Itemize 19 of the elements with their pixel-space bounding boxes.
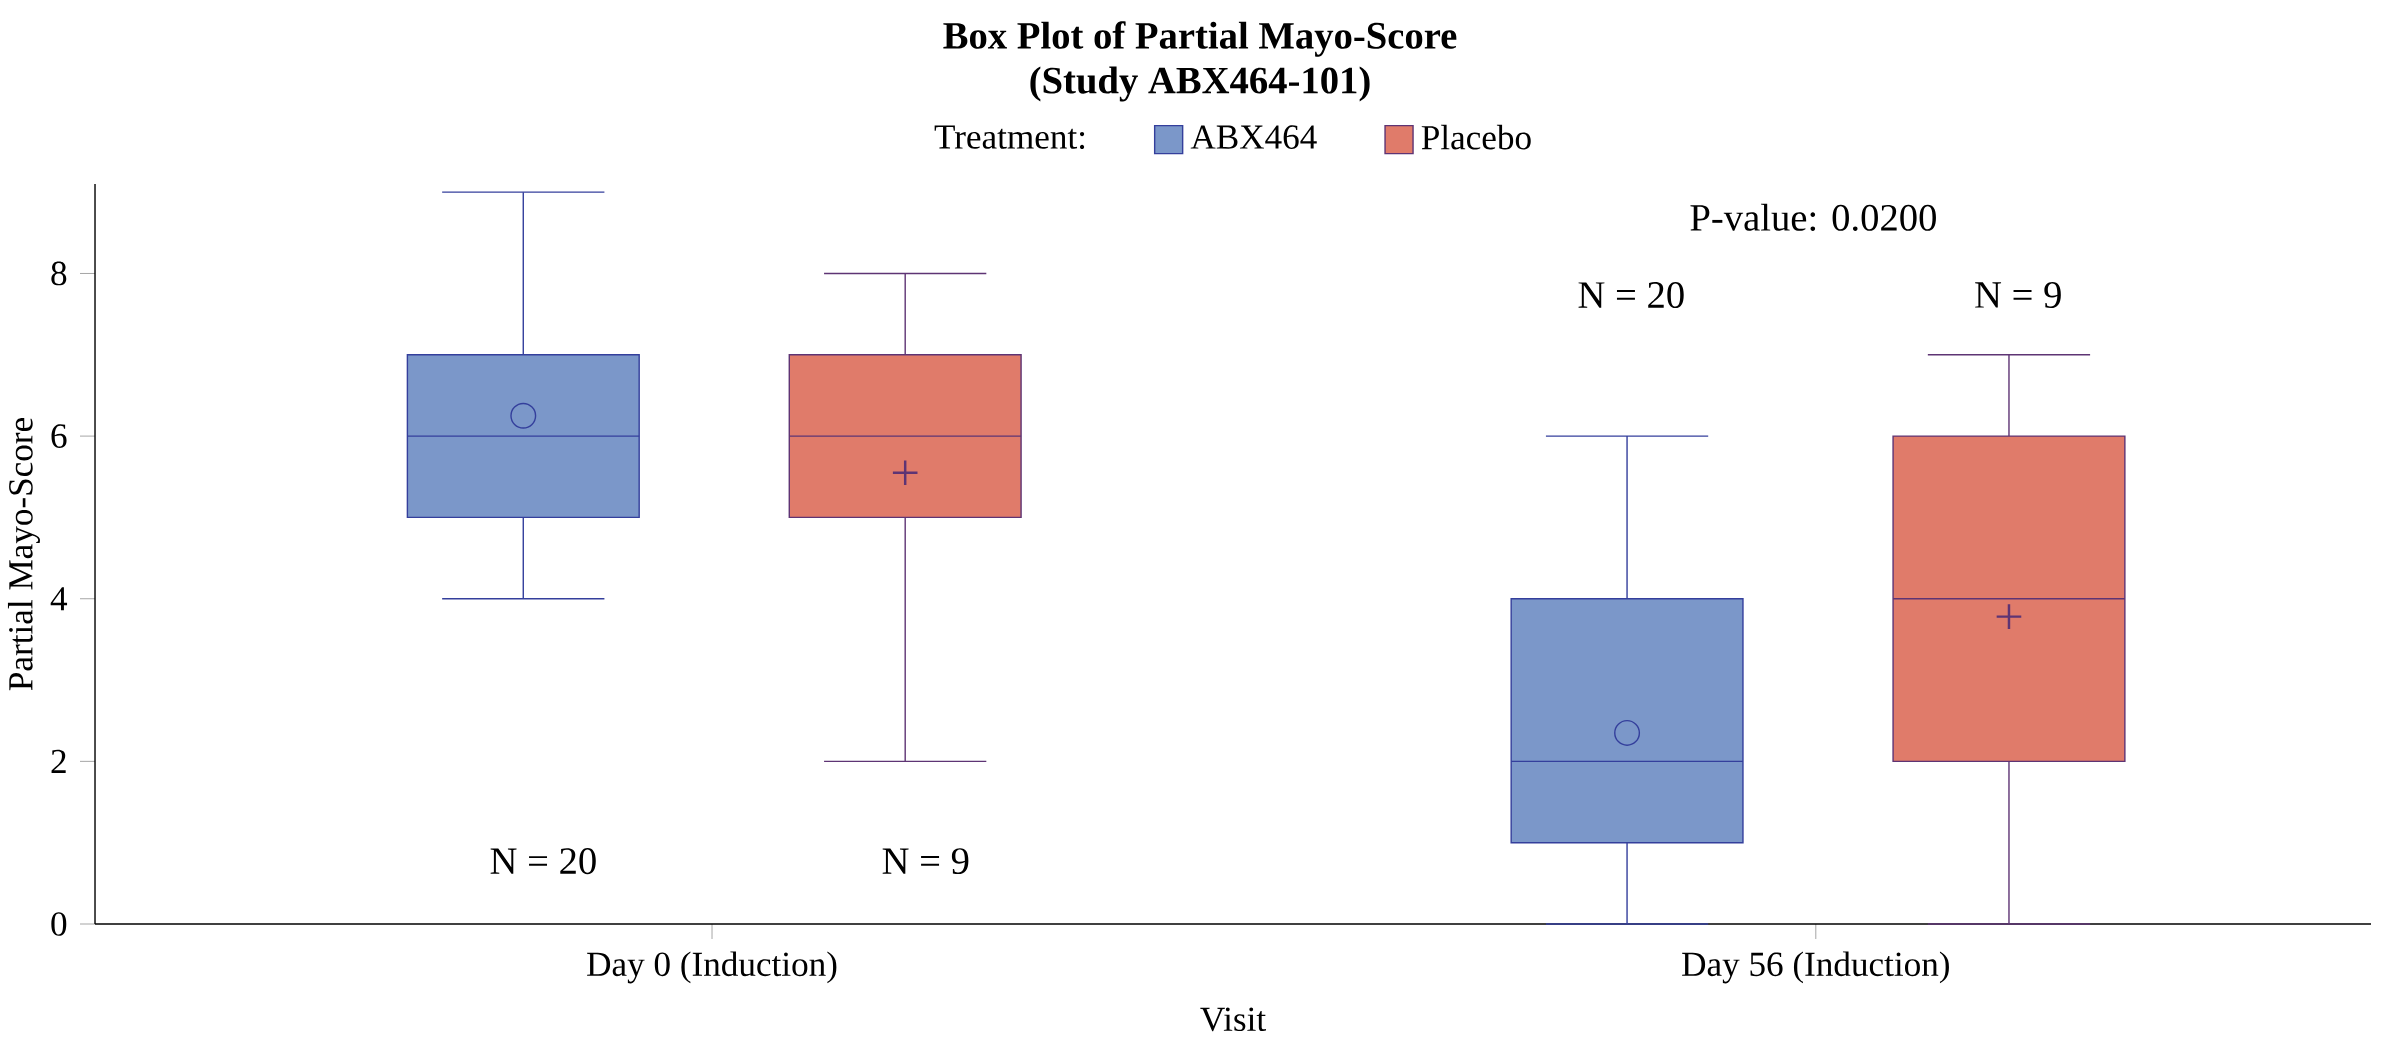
x-tick-label: Day 0 (Induction) [587,951,837,984]
annotation: N = 9 [882,848,969,875]
annotation: N = 20 [490,848,596,875]
y-tick-label: 4 [50,587,68,611]
annotation: P-value: 0.0200 [1690,203,1936,231]
y-axis-title: Partial Mayo-Score [7,418,40,691]
legend-title: Treatment: [934,125,1085,149]
y-tick-label: 6 [51,424,67,448]
legend-label: Placebo [1421,124,1531,150]
annotation: N = 9 [1975,282,2061,309]
x-axis-title: Visit [1200,1007,1266,1032]
x-tick-label: Day 56 (Induction) [1682,951,1949,984]
y-tick-label: 8 [51,261,67,286]
y-tick-label: 0 [51,912,67,936]
y-tick-label: 2 [51,749,66,774]
chart-title: Box Plot of Partial Mayo-Score [943,21,1457,57]
legend-label: ABX464 [1190,125,1317,149]
annotation: N = 20 [1578,281,1684,309]
chart-subtitle: (Study ABX464-101) [1030,66,1370,102]
